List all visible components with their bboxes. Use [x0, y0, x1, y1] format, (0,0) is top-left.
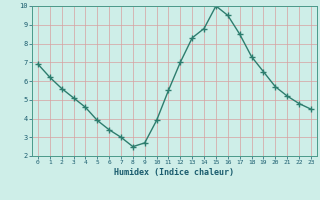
- X-axis label: Humidex (Indice chaleur): Humidex (Indice chaleur): [115, 168, 234, 177]
